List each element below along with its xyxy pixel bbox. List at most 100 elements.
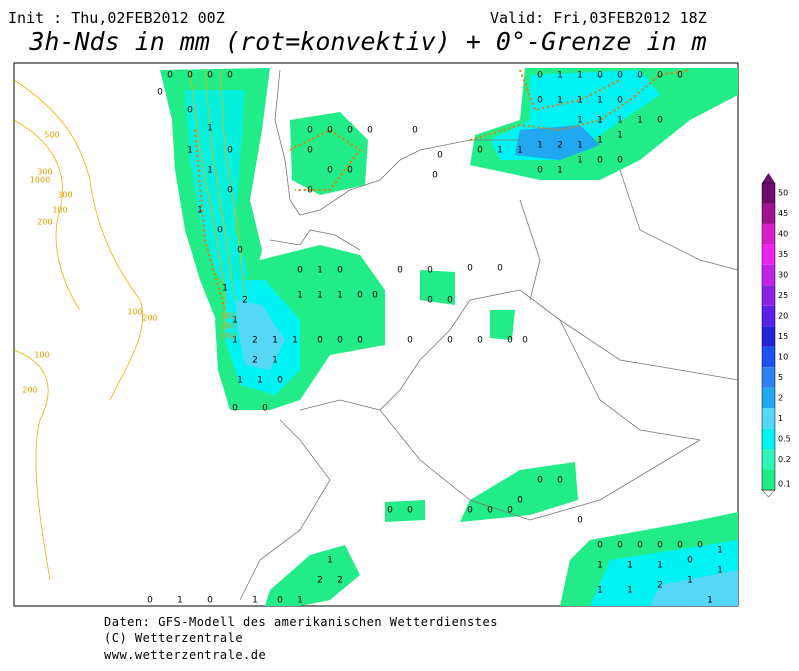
precip-value: 2 (317, 576, 323, 586)
precip-value: 1 (627, 586, 633, 596)
precip-value: 0 (367, 126, 373, 136)
legend-swatch (762, 244, 775, 265)
precip-value: 0 (277, 376, 283, 386)
precip-value: 0 (297, 266, 303, 276)
precip-value: 1 (272, 356, 278, 366)
precip-value: 1 (317, 291, 323, 301)
precip-value: 0 (467, 264, 473, 274)
precip-value: 2 (657, 581, 663, 591)
precip-value: 0 (262, 404, 268, 414)
precip-value: 0 (597, 541, 603, 551)
legend-label: 10 (778, 352, 788, 361)
precip-value: 0 (467, 506, 473, 516)
precip-value: 0 (227, 71, 233, 81)
precip-value: 0 (217, 226, 223, 236)
precip-value: 0 (447, 296, 453, 306)
precip-value: 0 (432, 171, 438, 181)
contour-label: 200 (220, 322, 235, 331)
legend-label: 25 (778, 291, 788, 300)
legend-label: 40 (778, 230, 788, 239)
precip-value: 0 (437, 151, 443, 161)
precip-value: 0 (232, 404, 238, 414)
precip-value: 0 (327, 126, 333, 136)
precip-value: 1 (257, 376, 263, 386)
precip-value: 0 (347, 166, 353, 176)
precip-value: 1 (557, 71, 563, 81)
precip-value: 0 (537, 166, 543, 176)
footer-source: Daten: GFS-Modell des amerikanischen Wet… (104, 615, 498, 629)
precip-value: 1 (232, 336, 238, 346)
valid-time: Valid: Fri,03FEB2012 18Z (490, 9, 707, 27)
legend-swatch (762, 223, 775, 245)
legend-swatch (762, 346, 775, 368)
precip-value: 1 (717, 546, 723, 556)
precip-value: 1 (687, 576, 693, 586)
precip-value: 0 (477, 146, 483, 156)
precip-value: 0 (427, 296, 433, 306)
precip-value: 0 (657, 116, 663, 126)
precip-value: 2 (252, 336, 258, 346)
precip-value: 1 (577, 116, 583, 126)
precip-value: 1 (597, 136, 603, 146)
precip-value: 1 (637, 116, 643, 126)
precip-value: 0 (657, 541, 663, 551)
precip-value: 1 (297, 291, 303, 301)
precip-value: 0 (577, 516, 583, 526)
precip-value: 1 (252, 596, 258, 606)
legend-swatch (762, 305, 775, 327)
legend-label: 20 (778, 312, 788, 321)
precip-value: 0 (337, 336, 343, 346)
precip-value: 1 (537, 141, 543, 151)
precip-value: 0 (617, 71, 623, 81)
contour-label: 300 (220, 332, 235, 341)
precip-value: 0 (187, 106, 193, 116)
precip-value: 1 (327, 556, 333, 566)
freezing-level-contours (13, 69, 246, 581)
coastlines-borders (239, 69, 739, 601)
precip-value: 1 (207, 166, 213, 176)
precip-value: 0 (407, 336, 413, 346)
legend-label: 50 (778, 189, 788, 198)
legend-swatch (762, 408, 775, 429)
precip-value: 0 (677, 71, 683, 81)
precip-value: 2 (242, 296, 248, 306)
precip-value: 0 (307, 186, 313, 196)
precip-value: 1 (177, 596, 183, 606)
precip-value: 1 (597, 586, 603, 596)
precip-value: 1 (557, 96, 563, 106)
precip-value: 0 (637, 541, 643, 551)
precip-value: 0 (327, 166, 333, 176)
contour-label: 500 (44, 131, 59, 140)
precip-value: 1 (597, 96, 603, 106)
legend-swatch (762, 203, 775, 224)
precip-value: 1 (517, 146, 523, 156)
legend-label: 35 (778, 250, 788, 259)
precip-value: 1 (497, 146, 503, 156)
precip-value: 0 (167, 71, 173, 81)
precip-value: 0 (387, 506, 393, 516)
precip-value: 1 (577, 141, 583, 151)
precip-value: 1 (272, 336, 278, 346)
legend-swatch (762, 428, 775, 450)
legend-swatch (762, 367, 775, 388)
legend-label: 1 (778, 414, 783, 423)
legend-label: 0.5 (778, 434, 791, 443)
precip-value: 0 (537, 71, 543, 81)
footer-url: www.wetterzentrale.de (104, 648, 266, 662)
legend-label: 30 (778, 271, 788, 280)
legend-swatch (762, 285, 775, 306)
precip-value: 1 (617, 116, 623, 126)
precip-value: 1 (557, 166, 563, 176)
precip-value: 1 (207, 124, 213, 134)
legend-swatch (762, 469, 775, 490)
precip-value: 1 (222, 284, 228, 294)
legend-label: 0.1 (778, 479, 791, 488)
precip-value: 0 (407, 506, 413, 516)
precip-value: 1 (707, 596, 713, 606)
precip-value: 0 (507, 336, 513, 346)
precip-value: 1 (577, 156, 583, 166)
precip-value: 1 (617, 131, 623, 141)
